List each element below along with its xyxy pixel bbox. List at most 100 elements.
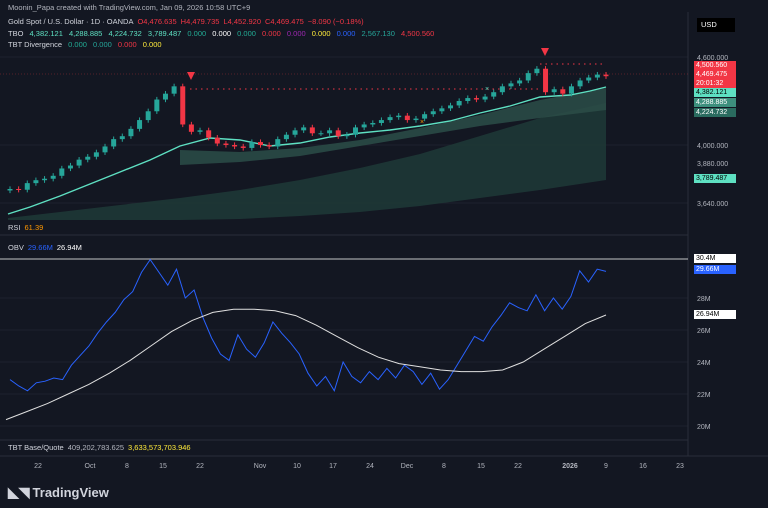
tbo-val-10: 0.000: [336, 29, 356, 38]
obv-tick: 20M: [697, 424, 711, 431]
candle-body: [396, 115, 402, 118]
candle-body: [335, 130, 341, 137]
candle-body: [508, 83, 514, 87]
candle-body: [499, 86, 505, 93]
time-tick: 8: [442, 463, 446, 470]
ohlc-close: C4,469.475: [265, 17, 304, 26]
obv-tick: 26M: [697, 328, 711, 335]
candle-body: [301, 127, 307, 131]
rsi-label: RSI: [8, 223, 21, 232]
time-tick: 10: [293, 463, 301, 470]
tbo-val-5: 0.000: [212, 29, 232, 38]
tbd-val-0: 0.000: [68, 40, 87, 49]
candle-body: [577, 80, 583, 87]
price-tag: 4,288.885: [694, 98, 736, 107]
candle-body: [50, 175, 56, 179]
candle-body: [85, 156, 91, 160]
time-tick: 22: [34, 463, 42, 470]
candle-body: [67, 165, 73, 169]
candle-body: [309, 127, 315, 134]
candle-body: [318, 133, 324, 135]
tbd-val-3: 0.000: [142, 40, 162, 49]
price-tag: 4,224.732: [694, 108, 736, 117]
time-tick: 9: [604, 463, 608, 470]
candle-body: [7, 189, 13, 191]
time-tick: 2026: [562, 463, 578, 470]
symbol-legend[interactable]: Gold Spot / U.S. Dollar · 1D · OANDA O4,4…: [8, 17, 368, 26]
candle-body: [76, 159, 82, 166]
candle-body: [594, 74, 600, 78]
tbo-val-6: 0.000: [237, 29, 256, 38]
tbo-label: TBO: [8, 29, 24, 38]
obv-value: 29.66M: [27, 243, 53, 252]
candle-body: [525, 73, 531, 81]
price-tick: 4,000.000: [697, 143, 728, 150]
candle-body: [422, 114, 428, 119]
candle-body: [551, 89, 557, 93]
tbo-cloud-outer: [8, 103, 606, 220]
candle-body: [327, 130, 333, 134]
candle-body: [16, 189, 22, 190]
candle-body: [482, 96, 488, 100]
candle-body: [171, 86, 177, 94]
tbt-legend[interactable]: TBT Base/Quote 409,202,783.625 3,633,573,7…: [8, 443, 195, 452]
candle-body: [586, 77, 592, 81]
candle-body: [361, 124, 367, 128]
candle-body: [128, 128, 134, 137]
cross-marker-2: ×: [485, 86, 489, 93]
candle-body: [534, 68, 540, 74]
candle-body: [387, 117, 393, 121]
candle-body: [154, 99, 160, 112]
candle-body: [543, 68, 549, 93]
time-tick: 16: [639, 463, 647, 470]
tv-mark-icon: ◣◥: [8, 484, 30, 500]
price-tag: 4,382.121: [694, 88, 736, 97]
obv-ma-value: 26.94M: [56, 243, 82, 252]
candle-body: [413, 118, 419, 121]
candle-body: [560, 89, 566, 94]
candle-body: [568, 86, 574, 94]
candle-body: [188, 124, 194, 132]
time-tick: Nov: [254, 463, 267, 470]
candle-body: [206, 130, 212, 138]
time-tick: Oct: [85, 463, 96, 470]
obv-tag: 29.66M: [694, 265, 736, 274]
tbd-legend[interactable]: TBT Divergence 0.000 0.000 0.000 0.000: [8, 40, 166, 49]
candle-body: [214, 137, 220, 144]
rsi-legend[interactable]: RSI 61.39: [8, 223, 47, 232]
tradingview-logo[interactable]: ◣◥ TradingView: [8, 484, 109, 501]
candle-body: [456, 101, 462, 106]
rsi-value: 61.39: [24, 223, 44, 232]
tbo-val-8: 0.000: [286, 29, 306, 38]
candle-body: [240, 146, 246, 148]
candle-body: [353, 127, 359, 135]
chart-credit: Moonin_Papa created with TradingView.com…: [8, 3, 251, 12]
obv-tag: 26.94M: [694, 310, 736, 319]
candle-body: [197, 130, 203, 132]
tbo-val-12: 4,500.560: [400, 29, 435, 38]
obv-label: OBV: [8, 243, 24, 252]
candle-body: [370, 123, 376, 125]
tbo-val-9: 0.000: [311, 29, 331, 38]
candle-body: [603, 74, 609, 77]
price-tag: 4,469.475: [694, 70, 736, 79]
ohlc-high: H4,479.735: [180, 17, 220, 26]
time-tick: 15: [477, 463, 485, 470]
tbo-legend[interactable]: TBO 4,382.121 4,288.885 4,224.732 3,789.…: [8, 29, 438, 38]
obv-legend[interactable]: OBV 29.66M 26.94M: [8, 243, 86, 252]
obv-ma-line: [5, 308, 607, 421]
cross-marker-1: ×: [420, 119, 424, 126]
candle-body: [145, 111, 151, 121]
tbo-val-4: 0.000: [187, 29, 207, 38]
candle-body: [111, 139, 117, 147]
candle-body: [232, 145, 238, 147]
currency-badge[interactable]: USD: [697, 18, 735, 32]
candle-body: [292, 130, 298, 135]
tbo-val-7: 0.000: [262, 29, 281, 38]
tbo-val-1: 4,288.885: [68, 29, 103, 38]
tbd-val-1: 0.000: [93, 40, 112, 49]
candle-body: [33, 180, 39, 184]
candle-body: [257, 142, 263, 145]
ohlc-open: O4,476.635: [137, 17, 177, 26]
